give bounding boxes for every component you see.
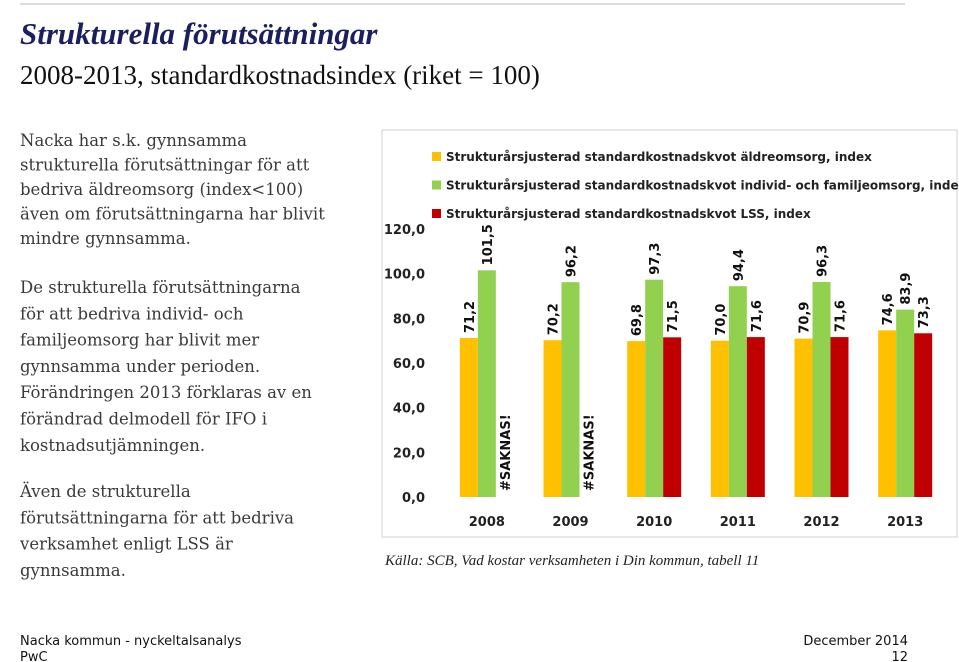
value-label: 70,0 xyxy=(714,304,729,336)
x-tick-label: 2012 xyxy=(803,515,839,530)
value-label: 96,3 xyxy=(816,245,831,277)
body-text: kostnadsutjämningen. xyxy=(20,436,205,455)
bar xyxy=(645,279,664,497)
value-label: 96,2 xyxy=(565,245,580,277)
body-text: gynnsamma under perioden. xyxy=(20,357,260,376)
legend-label: Strukturårsjusterad standardkostnadskvot… xyxy=(446,207,811,221)
value-label: 74,6 xyxy=(881,293,896,325)
bar xyxy=(878,330,897,497)
body-text: familjeomsorg har blivit mer xyxy=(20,331,259,350)
value-label: 70,9 xyxy=(798,302,813,334)
y-tick-label: 20,0 xyxy=(393,446,425,461)
body-text: strukturella förutsättningar för att xyxy=(20,156,310,175)
bar xyxy=(663,337,682,497)
body-text: Förändringen 2013 förklaras av en xyxy=(20,383,312,402)
bar xyxy=(543,340,562,497)
body-text: förändrad delmodell för IFO i xyxy=(20,410,267,429)
y-tick-label: 60,0 xyxy=(393,357,425,372)
y-tick-label: 80,0 xyxy=(393,312,425,327)
bar xyxy=(914,333,933,497)
footer-left: Nacka kommun - nyckeltalsanalys xyxy=(20,634,242,649)
legend-swatch xyxy=(432,180,441,190)
bar xyxy=(830,337,849,497)
value-label: 73,3 xyxy=(917,296,932,328)
y-tick-label: 100,0 xyxy=(384,268,425,283)
legend-swatch xyxy=(432,209,441,218)
bar xyxy=(627,341,646,497)
bar xyxy=(896,309,915,497)
value-label: 69,8 xyxy=(630,304,645,336)
x-tick-label: 2013 xyxy=(887,515,923,530)
value-label: #SAKNAS! xyxy=(499,414,514,491)
x-tick-label: 2009 xyxy=(552,515,588,530)
legend-label: Strukturårsjusterad standardkostnadskvot… xyxy=(446,179,959,193)
footer-left: PwC xyxy=(20,650,48,662)
bar xyxy=(794,338,813,497)
y-tick-label: 0,0 xyxy=(402,491,425,506)
body-text: för att bedriva individ- och xyxy=(20,304,244,323)
value-label: 70,2 xyxy=(547,303,562,335)
value-label: #SAKNAS! xyxy=(583,414,598,491)
value-label: 71,5 xyxy=(666,300,681,332)
body-text: Nacka har s.k. gynnsamma xyxy=(20,131,247,150)
y-tick-label: 40,0 xyxy=(393,402,425,417)
x-tick-label: 2008 xyxy=(469,515,505,530)
value-label: 94,4 xyxy=(732,249,747,281)
value-label: 97,3 xyxy=(648,243,663,275)
bar xyxy=(561,282,580,497)
footer-right: December 2014 xyxy=(803,634,908,649)
value-label: 83,9 xyxy=(899,273,914,305)
legend-swatch xyxy=(432,152,441,161)
body-text: mindre gynnsamma. xyxy=(20,229,191,248)
bar xyxy=(746,337,765,497)
subtitle: 2008-2013, standardkostnadsindex (riket … xyxy=(20,60,540,90)
bar xyxy=(728,286,747,497)
x-tick-label: 2010 xyxy=(636,515,672,530)
bar xyxy=(477,270,496,497)
bar xyxy=(710,340,729,497)
x-tick-label: 2011 xyxy=(720,515,756,530)
body-text: förutsättningarna för att bedriva xyxy=(20,508,294,527)
bar xyxy=(812,281,831,497)
body-text: De strukturella förutsättningarna xyxy=(20,278,301,297)
body-text: gynnsamma. xyxy=(20,561,126,580)
legend-label: Strukturårsjusterad standardkostnadskvot… xyxy=(446,150,872,164)
value-label: 71,2 xyxy=(463,301,478,333)
value-label: 71,6 xyxy=(834,300,849,332)
body-text: verksamhet enligt LSS är xyxy=(19,535,233,554)
body-text: bedriva äldreomsorg (index<100) xyxy=(20,180,303,199)
bar xyxy=(459,337,478,497)
body-text: Även de strukturella xyxy=(19,481,191,501)
y-tick-label: 120,0 xyxy=(384,223,425,238)
value-label: 71,6 xyxy=(750,300,765,332)
body-text: även om förutsättningarna har blivit xyxy=(20,205,325,224)
title: Strukturella förutsättningar xyxy=(20,16,378,51)
value-label: 101,5 xyxy=(481,224,496,265)
footer-right: 12 xyxy=(891,650,908,662)
source: Källa: SCB, Vad kostar verksamheten i Di… xyxy=(384,553,759,569)
